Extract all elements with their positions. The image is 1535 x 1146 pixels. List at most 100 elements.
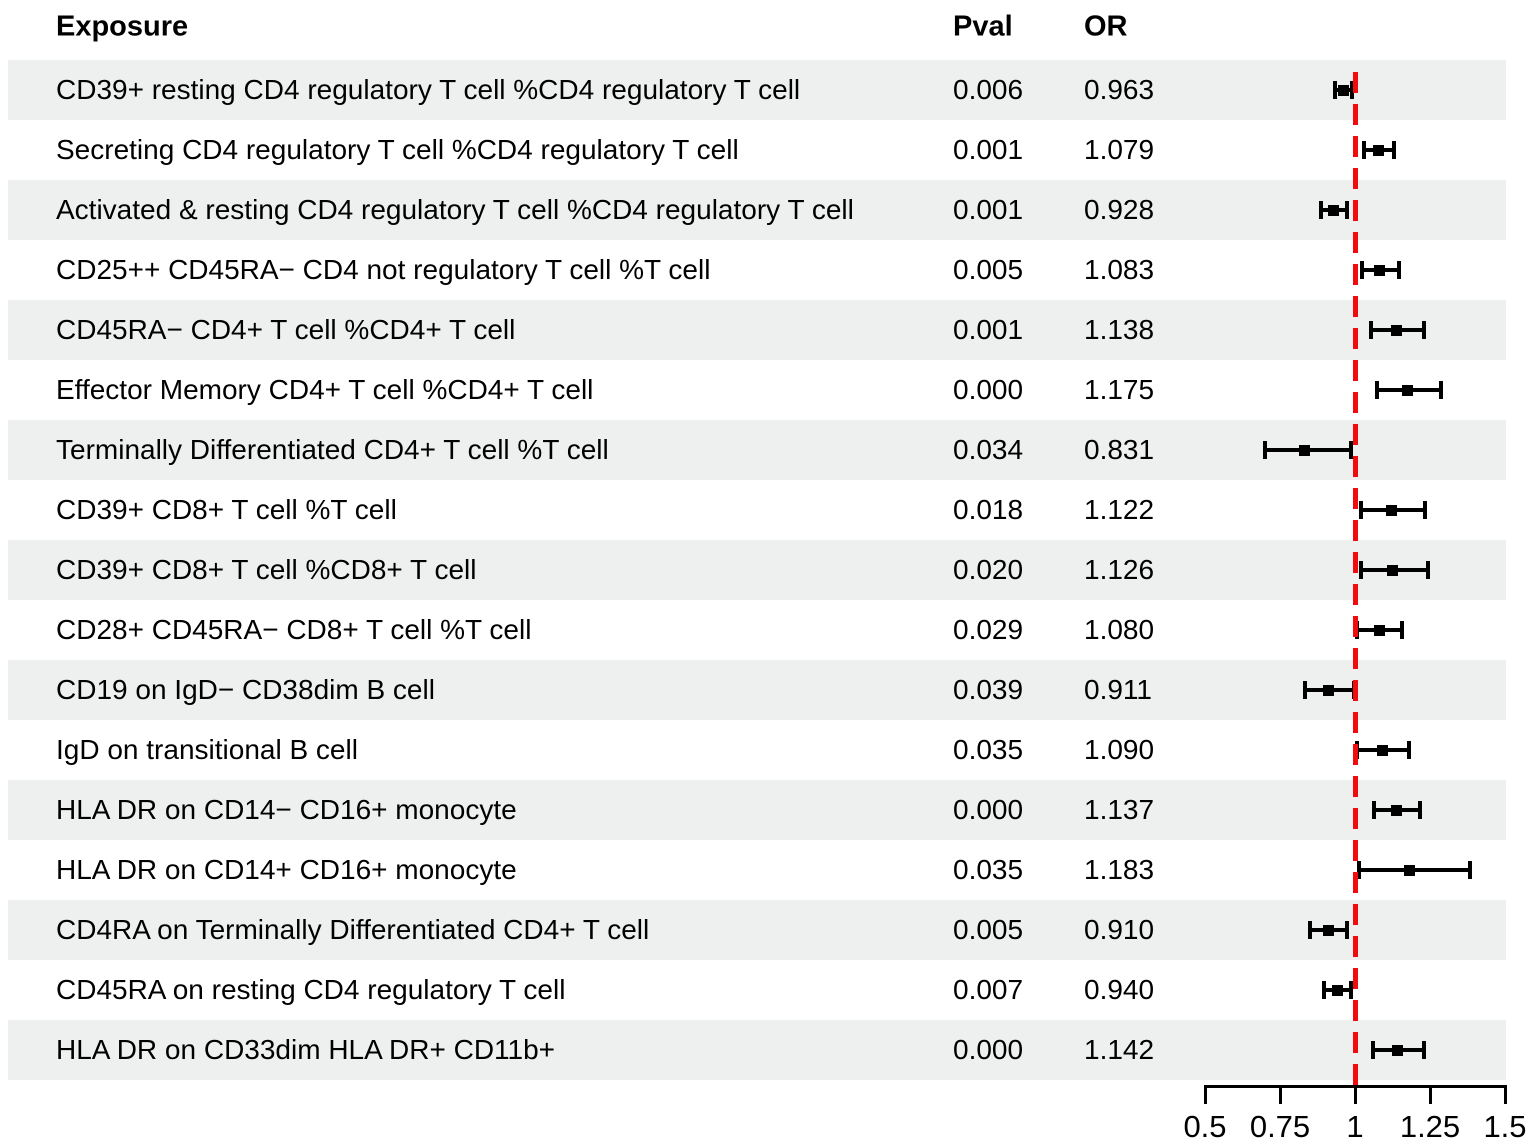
or-value: 1.122 [1084,494,1155,525]
table-row: Effector Memory CD4+ T cell %CD4+ T cell… [0,360,1535,420]
reference-line [1352,72,1358,1086]
pval-value: 0.029 [953,614,1024,645]
ci-cap-low [1308,921,1313,939]
or-value: 1.138 [1084,314,1155,345]
exposure-label: Terminally Differentiated CD4+ T cell %T… [56,434,609,465]
ci-cap-low [1371,801,1376,819]
ci-cap-high [1423,501,1428,519]
exposure-label: IgD on transitional B cell [56,734,358,765]
ci-cap-high [1344,201,1349,219]
col-header-pval: Pval [953,10,1013,43]
exposure-label: CD45RA on resting CD4 regulatory T cell [56,974,566,1005]
ci-cap-low [1360,261,1365,279]
pval-value: 0.034 [953,434,1024,465]
ci-cap-high [1467,861,1472,879]
table-row: CD4RA on Terminally Differentiated CD4+ … [0,900,1535,960]
ci-cap-low [1371,1041,1375,1059]
ci-cap-high [1438,381,1443,399]
table-row: Secreting CD4 regulatory T cell %CD4 reg… [0,120,1535,180]
or-marker [1386,504,1398,516]
exposure-label: HLA DR on CD14− CD16+ monocyte [56,794,517,825]
pval-value: 0.001 [953,194,1024,225]
axis-tick [1278,1085,1282,1104]
ci-cap-low [1302,681,1307,699]
or-marker [1373,624,1385,636]
ci-cap-high [1396,261,1401,279]
ci-cap-high [1348,981,1353,999]
or-marker [1374,264,1386,276]
pval-value: 0.006 [953,74,1024,105]
table-row: IgD on transitional B cell 0.035 1.090 [0,720,1535,780]
or-value: 1.079 [1084,134,1155,165]
or-value: 1.183 [1084,854,1155,885]
pval-value: 0.018 [953,494,1024,525]
ci-cap-low [1263,441,1267,459]
or-value: 0.911 [1084,674,1152,705]
or-value: 1.126 [1084,554,1155,585]
or-marker [1373,144,1385,156]
ci-cap-low [1362,141,1367,159]
ci-cap-low [1332,81,1337,99]
ci-cap-high [1422,321,1426,339]
exposure-label: Effector Memory CD4+ T cell %CD4+ T cell [56,374,594,405]
exposure-label: Activated & resting CD4 regulatory T cel… [56,194,854,225]
col-header-or: OR [1084,10,1128,43]
ci-cap-high [1344,921,1349,939]
col-header-exposure: Exposure [56,10,189,43]
axis-tick [1428,1085,1432,1104]
or-value: 1.083 [1084,254,1155,285]
ci-cap-low [1375,381,1380,399]
pval-value: 0.001 [953,314,1024,345]
axis-tick [1203,1085,1207,1104]
ci-cap-low [1321,981,1326,999]
ci-cap-low [1368,321,1373,339]
pval-value: 0.005 [953,254,1024,285]
table-row: HLA DR on CD33dim HLA DR+ CD11b+ 0.000 1.1… [0,1020,1535,1080]
or-value: 1.090 [1084,734,1155,765]
pval-value: 0.039 [953,674,1024,705]
axis-tick-label: 1 [1346,1109,1364,1144]
table-row: CD45RA on resting CD4 regulatory T cell 0… [0,960,1535,1020]
pval-value: 0.005 [953,914,1024,945]
axis-tick-label: 1.5 [1483,1109,1527,1144]
or-marker [1387,564,1399,576]
or-value: 1.142 [1084,1034,1155,1065]
table-row: CD19 on IgD− CD38dim B cell 0.039 0.911 [0,660,1535,720]
ci-cap-low [1358,561,1363,579]
table-row: CD25++ CD45RA− CD4 not regulatory T cell… [0,240,1535,300]
ci-cap-high [1422,1041,1426,1059]
exposure-label: CD39+ resting CD4 regulatory T cell %CD4… [56,74,801,105]
pval-value: 0.035 [953,854,1024,885]
ci-cap-high [1400,621,1405,639]
ci-cap-high [1391,141,1396,159]
or-marker [1392,1044,1404,1056]
or-marker [1322,684,1334,696]
or-marker [1390,324,1402,336]
table-row: CD28+ CD45RA− CD8+ T cell %T cell 0.029 1.… [0,600,1535,660]
table-row: Activated & resting CD4 regulatory T cel… [0,180,1535,240]
pval-value: 0.000 [953,374,1024,405]
ci-cap-high [1426,561,1431,579]
or-value: 0.940 [1084,974,1155,1005]
or-value: 0.928 [1084,194,1155,225]
ci-cap-high [1407,741,1412,759]
or-marker [1338,84,1350,96]
table-row: HLA DR on CD14+ CD16+ monocyte 0.035 1.183 [0,840,1535,900]
ci-cap-high [1417,801,1422,819]
ci-cap-high [1348,441,1353,459]
or-value: 0.831 [1084,434,1155,465]
pval-value: 0.035 [953,734,1024,765]
or-marker [1298,444,1310,456]
exposure-label: CD4RA on Terminally Differentiated CD4+ … [56,914,650,945]
exposure-label: CD25++ CD45RA− CD4 not regulatory T cell… [56,254,711,285]
table-row: CD45RA− CD4+ T cell %CD4+ T cell 0.001 1.1… [0,300,1535,360]
axis-tick-label: 0.5 [1183,1109,1227,1144]
table-row: CD39+ CD8+ T cell %T cell 0.018 1.122 [0,480,1535,540]
exposure-label: CD19 on IgD− CD38dim B cell [56,674,435,705]
pval-value: 0.000 [953,1034,1024,1065]
table-row: CD39+ CD8+ T cell %CD8+ T cell 0.020 1.126 [0,540,1535,600]
exposure-label: CD28+ CD45RA− CD8+ T cell %T cell [56,614,532,645]
or-marker [1402,384,1413,396]
exposure-label: CD45RA− CD4+ T cell %CD4+ T cell [56,314,516,345]
